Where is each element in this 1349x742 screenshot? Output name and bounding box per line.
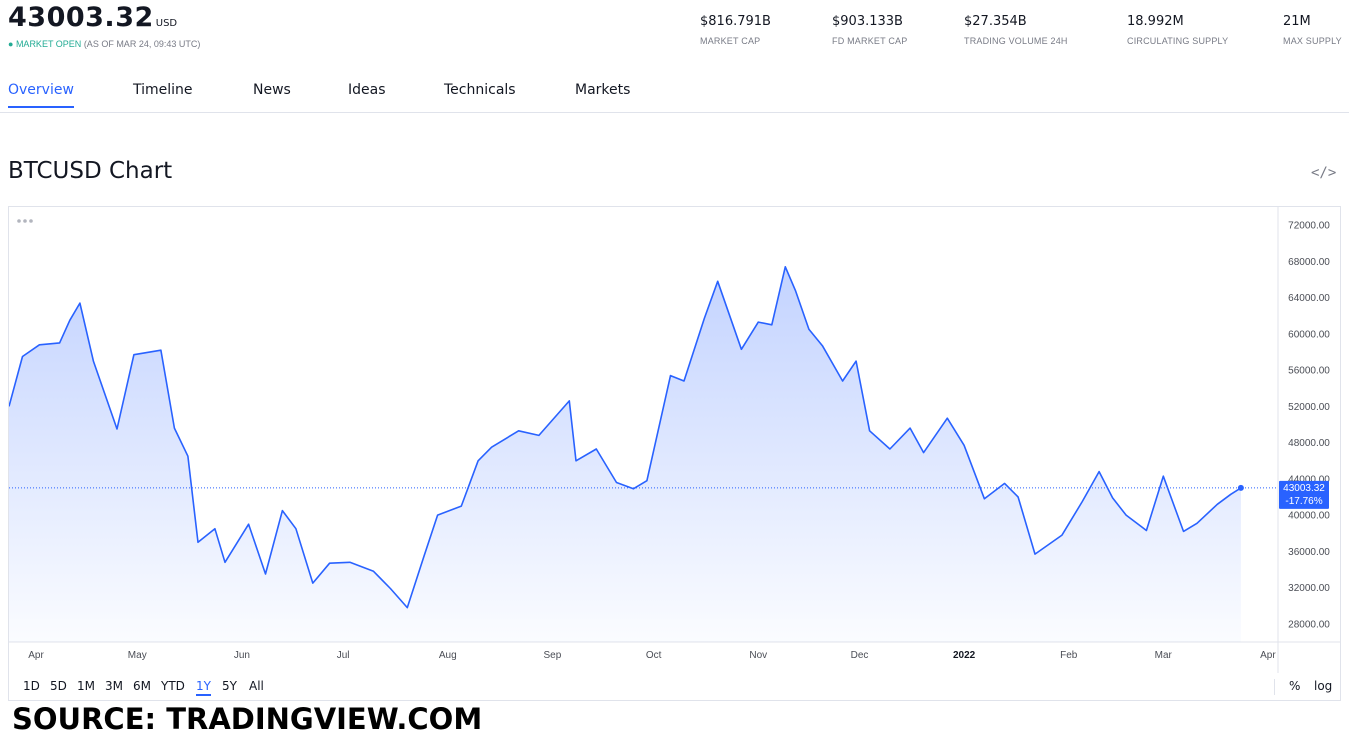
x-tick-label: 2022 <box>953 650 976 661</box>
stat-label: MAX SUPPLY <box>1283 36 1342 46</box>
price-currency: USD <box>155 18 178 29</box>
tab-overview[interactable]: Overview <box>8 82 74 108</box>
x-tick-label: Mar <box>1155 650 1173 661</box>
y-tick-label: 72000.00 <box>1288 221 1330 232</box>
percent-scale-toggle[interactable]: % <box>1289 679 1301 693</box>
log-scale-toggle[interactable]: log <box>1314 679 1333 693</box>
x-tick-label: Apr <box>1260 650 1276 661</box>
last-price-dot <box>1237 484 1244 491</box>
x-tick-label: Feb <box>1060 650 1078 661</box>
price-area-fill <box>9 266 1241 642</box>
stat-value: 21M <box>1283 14 1311 29</box>
current-price: 43003.32 <box>8 2 154 33</box>
stat-circulating-supply: 18.992M CIRCULATING SUPPLY <box>1127 14 1228 46</box>
price-series-line <box>9 266 1242 609</box>
x-tick-label: Jun <box>234 650 250 661</box>
range-6m-button[interactable]: 6M <box>133 679 151 693</box>
x-tick-label: Oct <box>646 650 662 661</box>
stat-value: 18.992M <box>1127 14 1184 29</box>
range-1d-button[interactable]: 1D <box>23 679 40 693</box>
range-5d-button[interactable]: 5D <box>50 679 67 693</box>
stat-fd-market-cap: $903.133B FD MARKET CAP <box>832 14 907 46</box>
tab-news[interactable]: News <box>253 82 291 98</box>
stat-trading-volume: $27.354B TRADING VOLUME 24H <box>964 14 1068 46</box>
range-all-button[interactable]: All <box>249 679 264 693</box>
last-price-label: 43003.32 -17.76% <box>1279 480 1329 509</box>
y-tick-label: 28000.00 <box>1288 619 1330 630</box>
price-header: 43003.32 USD <box>8 2 177 33</box>
range-1y-button[interactable]: 1Y <box>196 679 211 696</box>
price-chart[interactable]: 72000.00 68000.00 64000.00 60000.00 56000.00… <box>9 207 1340 673</box>
range-5y-button[interactable]: 5Y <box>222 679 237 693</box>
x-tick-label: Apr <box>28 650 44 661</box>
tab-ideas[interactable]: Ideas <box>348 82 386 98</box>
chart-title: BTCUSD Chart <box>8 158 173 184</box>
y-tick-label: 36000.00 <box>1288 547 1330 558</box>
scale-divider <box>1274 679 1275 695</box>
y-tick-label: 60000.00 <box>1288 329 1330 340</box>
stat-market-cap: $816.791B MARKET CAP <box>700 14 771 46</box>
stat-label: MARKET CAP <box>700 36 761 46</box>
last-price-value: 43003.32 <box>1283 483 1325 494</box>
y-tick-label: 32000.00 <box>1288 583 1330 594</box>
price-axis: 72000.00 68000.00 64000.00 60000.00 56000.00… <box>1288 221 1330 631</box>
range-1m-button[interactable]: 1M <box>77 679 95 693</box>
code-embed-icon[interactable]: </> <box>1311 165 1337 181</box>
stat-max-supply: 21M MAX SUPPLY <box>1283 14 1342 46</box>
chart-menu-dots-icon[interactable] <box>17 219 33 223</box>
market-open-indicator: ● MARKET OPEN <box>8 39 82 49</box>
y-tick-label: 48000.00 <box>1288 438 1330 449</box>
x-tick-label: Jul <box>337 650 350 661</box>
market-open-label: MARKET OPEN <box>15 39 82 49</box>
tab-bar: Overview Timeline News Ideas Technicals … <box>0 72 1349 113</box>
tab-timeline[interactable]: Timeline <box>133 82 193 98</box>
stat-label: CIRCULATING SUPPLY <box>1127 36 1229 46</box>
y-tick-label: 56000.00 <box>1288 366 1330 377</box>
range-3m-button[interactable]: 3M <box>105 679 123 693</box>
stat-value: $27.354B <box>964 14 1027 29</box>
stat-label: FD MARKET CAP <box>832 36 908 46</box>
range-ytd-button[interactable]: YTD <box>161 679 185 693</box>
range-bar: 1D 5D 1M 3M 6M YTD 1Y 5Y All % log <box>9 673 1340 701</box>
y-tick-label: 64000.00 <box>1288 293 1330 304</box>
y-tick-label: 44000.00 <box>1288 474 1330 485</box>
y-tick-label: 40000.00 <box>1288 511 1330 522</box>
market-status: ● MARKET OPEN (AS OF MAR 24, 09:43 UTC) <box>8 39 200 49</box>
as-of-timestamp: (AS OF MAR 24, 09:43 UTC) <box>83 39 201 49</box>
x-tick-label: Sep <box>543 650 561 661</box>
x-tick-label: Aug <box>439 650 457 661</box>
chart-widget: 72000.00 68000.00 64000.00 60000.00 56000.00… <box>8 206 1341 701</box>
stat-label: TRADING VOLUME 24H <box>964 36 1068 46</box>
source-caption: SOURCE: TRADINGVIEW.COM <box>12 702 483 736</box>
x-tick-label: Dec <box>851 650 869 661</box>
x-tick-label: May <box>128 650 147 661</box>
stat-value: $816.791B <box>700 14 771 29</box>
last-price-change: -17.76% <box>1285 496 1322 507</box>
y-tick-label: 52000.00 <box>1288 402 1330 413</box>
x-tick-label: Nov <box>749 650 767 661</box>
stat-value: $903.133B <box>832 14 903 29</box>
time-axis: Apr May Jun Jul Aug Sep Oct Nov Dec 2022 Feb Mar Apr <box>28 650 1276 661</box>
y-tick-label: 68000.00 <box>1288 257 1330 268</box>
tab-markets[interactable]: Markets <box>575 82 631 98</box>
tab-technicals[interactable]: Technicals <box>444 82 516 98</box>
